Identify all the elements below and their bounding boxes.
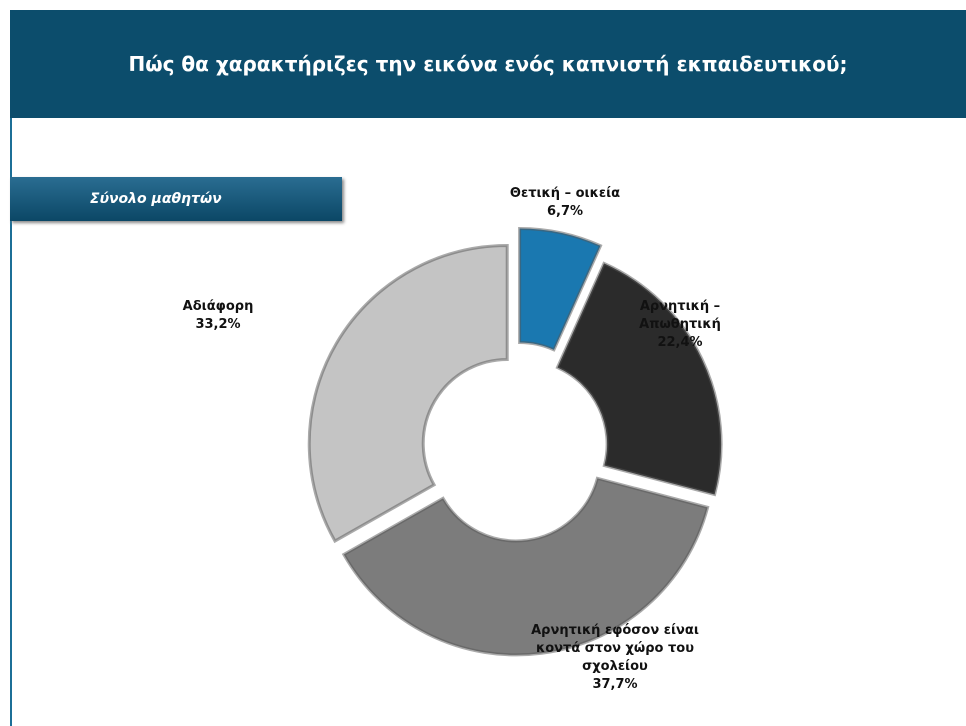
category-label: Αδιάφορη xyxy=(182,299,254,314)
data-label: Αρνητική – Απωθητική 22,4% xyxy=(615,298,745,352)
donut-slice xyxy=(341,476,710,657)
data-label: Αδιάφορη 33,2% xyxy=(153,298,283,334)
data-label: Αρνητική εφόσον είναι κοντά στον χώρο το… xyxy=(525,622,705,694)
category-label: Θετική – οικεία xyxy=(509,186,621,201)
border-line xyxy=(10,118,12,726)
data-label: Θετική – οικεία 6,7% xyxy=(500,185,630,221)
category-label: Αρνητική – Απωθητική xyxy=(639,299,721,332)
value-label: 22,4% xyxy=(657,335,703,350)
chart-title: Πώς θα χαρακτήριζες την εικόνα ενός καπν… xyxy=(10,10,966,118)
value-label: 6,7% xyxy=(546,204,584,219)
chart-subtitle: Σύνολο μαθητών xyxy=(10,177,342,221)
category-label: Αρνητική εφόσον είναι κοντά στον χώρο το… xyxy=(531,623,699,674)
donut-slice xyxy=(555,261,723,497)
donut-slice xyxy=(518,226,603,352)
value-label: 37,7% xyxy=(592,677,638,692)
donut-slice xyxy=(307,243,509,544)
value-label: 33,2% xyxy=(195,317,241,332)
